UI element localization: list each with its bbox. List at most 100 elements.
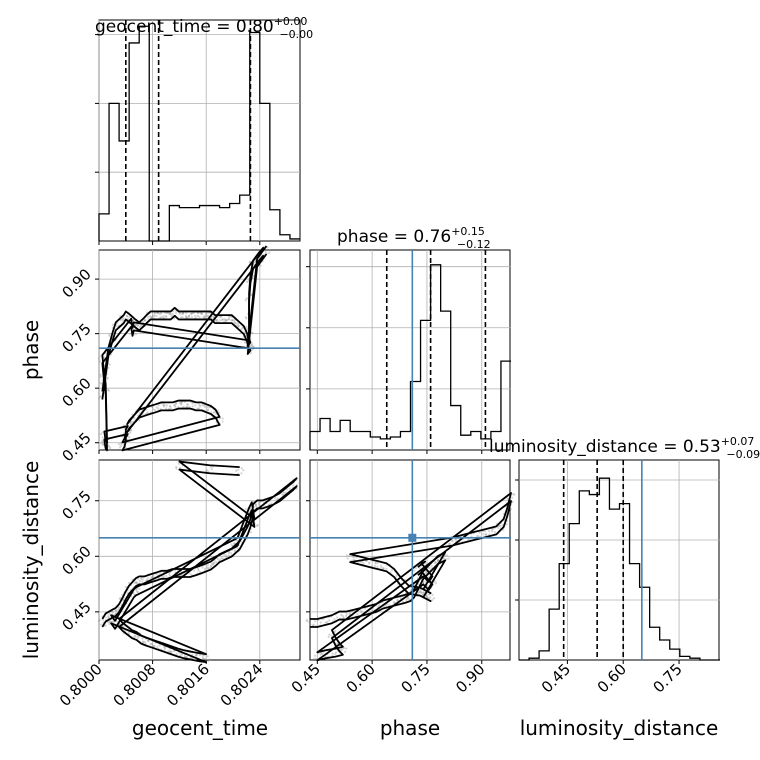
density-point [450, 540, 454, 543]
density-point [169, 312, 172, 315]
density-point [221, 417, 224, 420]
density-point [405, 598, 408, 601]
density-point [206, 566, 209, 569]
density-point [360, 609, 363, 612]
density-point [505, 523, 508, 526]
tick-label-x: 0.8016 [163, 660, 213, 710]
density-point [211, 563, 215, 566]
density-point [247, 279, 250, 283]
density-point [185, 316, 188, 319]
density-point [249, 351, 252, 355]
density-point [454, 538, 457, 541]
density-point [165, 314, 168, 318]
density-point [221, 319, 224, 322]
density-point [206, 314, 209, 318]
panel-luminosity-vs-phase [309, 459, 511, 661]
density-point [209, 466, 212, 469]
density-point [251, 344, 254, 348]
density-point [298, 482, 301, 485]
tick-label-x: 0.8000 [56, 660, 106, 710]
density-point [237, 324, 240, 327]
density-point [430, 564, 433, 568]
density-point [451, 539, 454, 542]
density-point [433, 561, 437, 565]
density-point [134, 635, 137, 638]
density-point [208, 658, 211, 661]
density-point [198, 316, 201, 319]
density-point [245, 317, 248, 320]
density-point [255, 505, 258, 508]
density-point [227, 551, 231, 554]
density-point [170, 650, 173, 653]
density-point [108, 613, 111, 616]
density-point [429, 596, 432, 599]
density-point [106, 376, 109, 380]
density-point [418, 590, 422, 593]
density-point [198, 407, 201, 410]
density-point [437, 559, 440, 562]
hist-step-phase [309, 264, 511, 450]
density-point [115, 609, 118, 613]
density-point [118, 622, 122, 625]
density-point [266, 246, 269, 249]
density-point [264, 250, 267, 253]
density-point [206, 567, 210, 570]
tick-label-y: 0.90 [58, 265, 94, 301]
density-point [103, 356, 106, 359]
density-point [108, 334, 111, 337]
density-point [170, 314, 173, 318]
density-point [129, 431, 132, 434]
density-point [160, 316, 164, 319]
density-point [497, 526, 500, 529]
density-point [189, 656, 192, 659]
density-point [333, 618, 336, 621]
truth-lines [99, 250, 643, 660]
density-point [134, 332, 138, 336]
tick-label-y: 0.75 [58, 320, 94, 356]
density-point [148, 315, 152, 318]
density-point [138, 325, 141, 329]
density-point [150, 316, 153, 319]
density-point [376, 565, 379, 568]
tick-label-x: 0.75 [650, 660, 686, 696]
density-point [218, 558, 221, 562]
density-point [427, 597, 431, 600]
density-point [330, 634, 333, 637]
contour-lower [101, 253, 268, 452]
density-point [428, 567, 431, 570]
density-point [312, 623, 315, 626]
density-point [191, 402, 194, 405]
density-point [182, 405, 185, 408]
density-point [257, 501, 260, 505]
density-point [259, 264, 262, 267]
density-point [510, 496, 514, 499]
density-point [137, 323, 140, 326]
density-point [138, 579, 141, 582]
density-point [327, 635, 330, 639]
density-point [99, 433, 102, 436]
density-point [513, 493, 516, 496]
density-point [218, 319, 222, 322]
density-point [256, 523, 259, 527]
density-point [213, 411, 216, 414]
title-phase-text: phase = 0.76 [337, 227, 451, 247]
density-point [201, 654, 204, 657]
density-point [196, 567, 200, 570]
density-point [215, 319, 219, 322]
tick-label-x: 0.90 [452, 660, 488, 696]
density-point [184, 314, 188, 318]
density-point [130, 429, 133, 432]
density-point [344, 614, 348, 617]
ylabel-phase: phase [19, 320, 43, 380]
density-point [233, 321, 236, 325]
density-point [174, 311, 178, 315]
density-point [445, 558, 448, 561]
density-point [101, 440, 104, 444]
density-point [273, 496, 277, 499]
density-point [201, 404, 204, 407]
density-point [445, 554, 449, 557]
density-point [180, 403, 183, 406]
density-point [170, 313, 173, 316]
density-point [196, 407, 199, 410]
density-point [418, 567, 422, 570]
